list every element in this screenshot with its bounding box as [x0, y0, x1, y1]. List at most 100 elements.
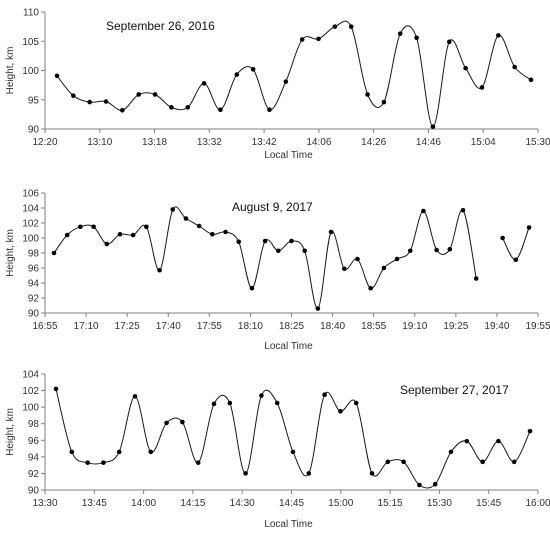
data-point: [259, 393, 264, 398]
data-point: [417, 482, 422, 488]
data-point: [169, 105, 174, 110]
data-point: [101, 460, 106, 465]
data-point: [448, 449, 454, 455]
data-point: [87, 99, 92, 105]
x-tick-label: 15:00: [328, 498, 353, 509]
data-point: [460, 207, 466, 213]
x-tick-label: 17:40: [156, 321, 181, 332]
x-tick-label: 17:10: [74, 321, 99, 332]
data-point: [183, 216, 189, 221]
data-point: [218, 107, 223, 112]
x-tick-label: 18:10: [238, 321, 263, 332]
data-point: [283, 79, 289, 84]
data-point: [201, 81, 207, 86]
x-tick-label: 19:40: [484, 321, 509, 332]
data-point: [527, 428, 533, 434]
x-tick-label: 13:10: [87, 137, 112, 148]
chart-panel-sep-26-2016: 90 95 100 105 110 12:20 13:10 13:18 13:32 13:42 14…: [5, 8, 550, 162]
data-point: [148, 449, 154, 455]
data-point: [479, 85, 485, 90]
series-line: [53, 206, 477, 310]
y-tick-label: 104: [22, 204, 39, 215]
data-point: [210, 231, 215, 237]
y-tick-label: 96: [28, 436, 40, 447]
data-point: [368, 285, 373, 291]
data-point: [401, 459, 406, 465]
data-point: [355, 256, 360, 262]
y-tick-label: 102: [22, 219, 39, 230]
x-tick-label: 15:45: [476, 498, 501, 509]
x-tick-label: 17:55: [197, 321, 222, 332]
x-tick-label: 12:20: [32, 137, 57, 148]
y-tick-label: 105: [22, 37, 39, 48]
x-tick-label: 14:06: [306, 137, 331, 148]
data-point: [432, 481, 438, 487]
data-point: [223, 229, 228, 235]
x-tick-label: 17:25: [115, 321, 140, 332]
data-point: [164, 420, 169, 426]
chart-title: September 27, 2017: [400, 383, 509, 397]
data-point: [464, 438, 470, 444]
x-tick-label: 14:45: [279, 498, 304, 509]
x-axis-title: Local Time: [264, 150, 313, 161]
data-point: [328, 229, 334, 235]
chart-panel-sep-27-2017: 90 92 94 96 98 100 102 104 13:30 13:45 14:00 14:15 1…: [5, 370, 550, 531]
y-tick-label: 94: [28, 279, 40, 290]
data-point: [348, 24, 354, 29]
data-point: [316, 36, 321, 42]
x-tick-label: 14:46: [416, 137, 441, 148]
data-point: [71, 93, 76, 98]
data-point: [185, 105, 191, 110]
x-tick-label: 13:42: [252, 137, 277, 148]
data-point: [211, 401, 217, 407]
data-point: [365, 92, 370, 97]
x-tick-label: 18:40: [320, 321, 345, 332]
data-point: [421, 208, 426, 214]
chart-title: September 26, 2016: [106, 19, 215, 33]
x-tick-label: 15:30: [525, 137, 550, 148]
data-point: [306, 471, 312, 476]
data-point: [353, 400, 359, 406]
data-point: [51, 250, 57, 256]
x-tick-label: 14:26: [361, 137, 386, 148]
data-point: [117, 231, 123, 237]
data-point: [236, 239, 242, 245]
data-point: [394, 256, 400, 262]
data-point: [369, 471, 375, 476]
data-point: [512, 64, 517, 70]
x-tick-label: 16:00: [525, 498, 550, 509]
series-line: [502, 227, 530, 261]
y-axis-title: Height, km: [5, 408, 16, 456]
x-tick-label: 14:30: [230, 498, 255, 509]
x-tick-label: 19:55: [525, 321, 550, 332]
data-point: [180, 419, 185, 425]
data-point: [104, 241, 110, 247]
data-point: [136, 92, 142, 97]
y-tick-label: 98: [28, 249, 40, 260]
data-point: [116, 449, 122, 455]
data-point: [195, 460, 201, 465]
data-point: [64, 232, 70, 238]
data-point: [170, 207, 176, 212]
data-point: [496, 438, 501, 444]
data-point: [463, 65, 468, 71]
x-tick-label: 18:25: [279, 321, 304, 332]
data-point: [430, 124, 436, 129]
data-point: [447, 246, 453, 252]
x-tick-label: 15:30: [427, 498, 452, 509]
data-point: [54, 73, 60, 79]
y-tick-label: 98: [28, 419, 40, 430]
x-axis-title: Local Time: [264, 341, 313, 352]
chart-panel-aug-9-2017: 90 92 94 96 98 100 102 104 106 16:55 17:10 17:25 17:…: [5, 189, 550, 353]
y-axis-title: Height, km: [5, 47, 16, 95]
x-tick-label: 13:45: [82, 498, 107, 509]
data-point: [250, 67, 256, 72]
data-point: [249, 285, 255, 291]
data-point: [144, 224, 149, 230]
data-point: [407, 248, 413, 254]
y-tick-label: 104: [22, 370, 39, 381]
data-point: [385, 459, 391, 465]
x-tick-label: 19:10: [402, 321, 427, 332]
x-tick-label: 14:00: [131, 498, 156, 509]
